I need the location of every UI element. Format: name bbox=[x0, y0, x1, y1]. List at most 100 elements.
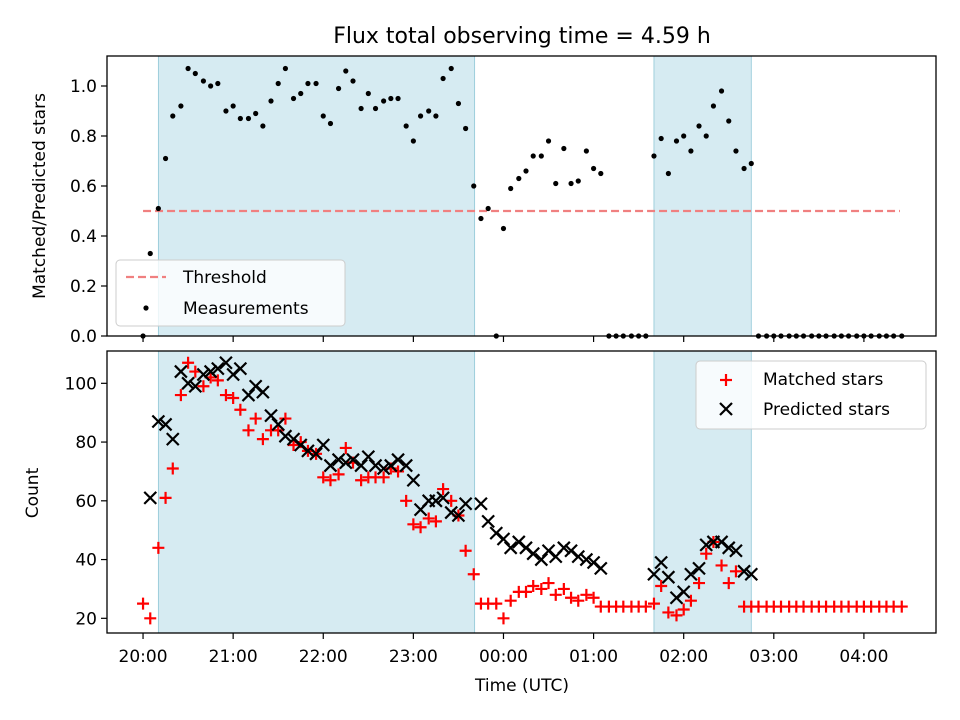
predicted-point-17 bbox=[271, 417, 285, 432]
matched-point-24 bbox=[317, 471, 330, 484]
predicted-point-51 bbox=[534, 552, 549, 567]
predicted-point-28 bbox=[354, 458, 368, 473]
matched-point-38 bbox=[422, 512, 435, 525]
matched-point-54 bbox=[542, 577, 555, 590]
predicted-point-9 bbox=[211, 361, 225, 376]
measurement-point-50 bbox=[516, 175, 522, 182]
count-legend: Matched stars Predicted stars bbox=[695, 360, 927, 430]
matched-point-55 bbox=[549, 588, 562, 601]
count-xtick-label-0: 20:00 bbox=[119, 647, 168, 667]
matched-legend-swatch bbox=[720, 374, 732, 386]
matched-point-19 bbox=[279, 412, 292, 425]
matched-point-16 bbox=[256, 433, 269, 446]
measurement-point-32 bbox=[381, 98, 387, 104]
matched-point-73 bbox=[684, 594, 697, 607]
predicted-point-22 bbox=[309, 447, 323, 461]
matched-point-18 bbox=[272, 424, 285, 437]
ratio-ytick-label-0: 0.0 bbox=[70, 327, 97, 347]
predicted-point-26 bbox=[339, 455, 353, 470]
measurement-point-77 bbox=[718, 88, 725, 94]
measurement-point-42 bbox=[455, 100, 462, 107]
measurement-point-16 bbox=[260, 123, 266, 129]
measurement-point-9 bbox=[208, 83, 214, 89]
matched-point-57 bbox=[565, 591, 578, 604]
measurement-point-3 bbox=[162, 155, 169, 162]
predicted-point-10 bbox=[219, 355, 233, 370]
predicted-point-31 bbox=[376, 461, 391, 476]
matched-point-36 bbox=[407, 518, 420, 531]
measurement-point-29 bbox=[358, 105, 364, 112]
predicted-point-35 bbox=[406, 473, 421, 488]
predicted-point-61 bbox=[654, 555, 668, 570]
measurement-point-78 bbox=[726, 118, 732, 124]
count-xtick-label-1: 21:00 bbox=[209, 647, 258, 667]
measurement-point-55 bbox=[553, 180, 559, 187]
count-xtick-label-8: 04:00 bbox=[839, 647, 888, 667]
chart-title: Flux total observing time = 4.59 h bbox=[333, 24, 711, 49]
predicted-point-66 bbox=[692, 561, 706, 576]
predicted-point-40 bbox=[444, 505, 458, 520]
measurement-point-10 bbox=[215, 80, 221, 87]
predicted-point-8 bbox=[203, 364, 218, 379]
predicted-point-38 bbox=[429, 494, 443, 508]
predicted-point-7 bbox=[196, 367, 211, 382]
predicted-point-3 bbox=[166, 432, 180, 446]
matched-point-27 bbox=[339, 441, 352, 454]
predicted-point-46 bbox=[496, 532, 511, 546]
matched-legend-label: Matched stars bbox=[763, 370, 883, 390]
count-xtick-label-6: 02:00 bbox=[659, 647, 708, 667]
matched-point-56 bbox=[557, 582, 570, 595]
matched-point-35 bbox=[400, 494, 413, 507]
measurement-point-72 bbox=[681, 133, 687, 139]
matched-point-71 bbox=[670, 609, 683, 622]
predicted-point-29 bbox=[361, 449, 376, 464]
matched-point-8 bbox=[197, 380, 210, 393]
measurement-point-33 bbox=[388, 95, 394, 102]
matched-point-29 bbox=[355, 474, 368, 487]
measurement-point-31 bbox=[372, 105, 379, 112]
predicted-point-73 bbox=[744, 567, 759, 582]
matched-point-11 bbox=[219, 389, 232, 402]
measurement-point-73 bbox=[688, 148, 694, 154]
predicted-point-18 bbox=[278, 429, 293, 443]
predicted-point-16 bbox=[264, 408, 278, 423]
x-axis-label: Time (UTC) bbox=[474, 676, 569, 696]
predicted-point-34 bbox=[399, 458, 413, 473]
measurement-point-35 bbox=[403, 123, 409, 129]
matched-point-5 bbox=[174, 389, 187, 402]
count-xtick-label-4: 00:00 bbox=[479, 647, 528, 667]
predicted-point-72 bbox=[737, 564, 751, 579]
matched-point-6 bbox=[182, 356, 195, 369]
y-axis-label-count: Count bbox=[23, 467, 43, 518]
measurement-point-7 bbox=[192, 70, 198, 77]
measurement-point-51 bbox=[523, 168, 529, 174]
measurement-point-30 bbox=[365, 90, 371, 97]
matched-point-72 bbox=[677, 603, 690, 616]
predicted-point-39 bbox=[436, 491, 450, 505]
matched-point-69 bbox=[655, 580, 668, 592]
count-ytick-label-1: 40 bbox=[75, 551, 97, 571]
measurement-point-20 bbox=[290, 95, 297, 102]
measurement-point-34 bbox=[395, 95, 401, 102]
predicted-point-43 bbox=[474, 496, 488, 511]
predicted-legend-label: Predicted stars bbox=[763, 400, 890, 420]
measurement-point-39 bbox=[433, 113, 439, 119]
measurement-point-41 bbox=[448, 65, 454, 72]
threshold-legend-label: Threshold bbox=[182, 268, 267, 288]
measurement-point-6 bbox=[185, 65, 191, 72]
matched-point-78 bbox=[722, 577, 735, 590]
matched-point-26 bbox=[332, 468, 345, 481]
predicted-point-25 bbox=[331, 452, 346, 467]
predicted-point-60 bbox=[647, 567, 661, 582]
measurement-point-17 bbox=[268, 98, 274, 104]
predicted-point-62 bbox=[661, 570, 676, 584]
measurement-point-74 bbox=[696, 123, 702, 129]
count-plot-frame bbox=[106, 350, 937, 634]
measurement-point-36 bbox=[410, 138, 416, 144]
matched-point-4 bbox=[166, 462, 179, 475]
predicted-point-33 bbox=[391, 452, 405, 467]
ratio-legend-box bbox=[115, 259, 346, 327]
ratio-ytick-label-5: 1.0 bbox=[70, 77, 97, 97]
matched-point-79 bbox=[729, 565, 742, 578]
ratio-ytick-label-4: 0.8 bbox=[70, 127, 97, 147]
